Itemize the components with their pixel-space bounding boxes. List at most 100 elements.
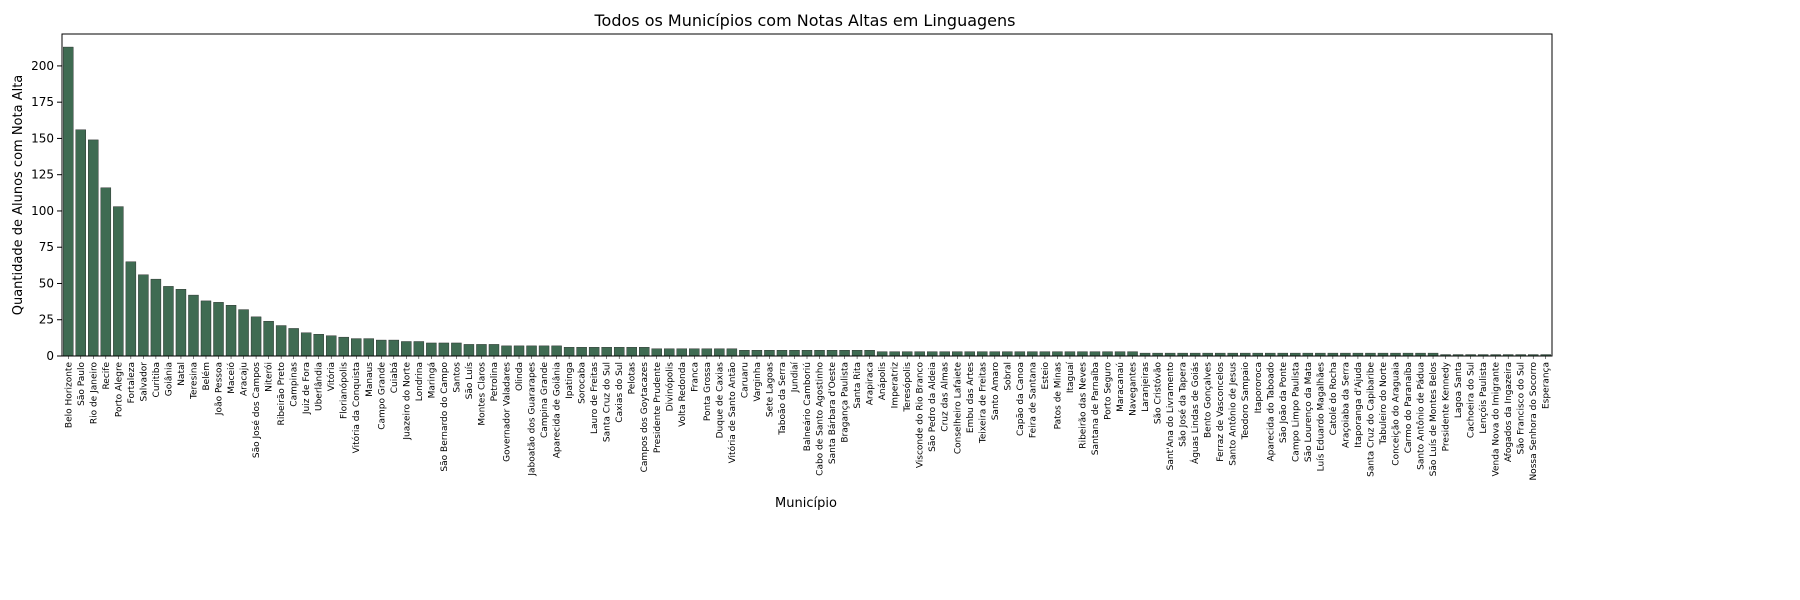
x-tick-label: Petrolina <box>490 362 500 401</box>
x-tick-label: Balneário Camboriú <box>803 362 813 451</box>
bar <box>125 261 137 357</box>
x-tick-label: Duque de Caxias <box>715 362 725 439</box>
bar <box>714 348 725 357</box>
bar <box>263 320 274 357</box>
bar <box>814 350 825 357</box>
x-tick-label: Cabo de Santo Agostinho <box>816 362 826 476</box>
x-tick-label: Taboão da Serra <box>778 362 788 436</box>
bar <box>250 316 262 357</box>
x-tick-label: Lagoa Santa <box>1454 362 1464 418</box>
bar <box>726 348 738 357</box>
x-tick-label: Maceió <box>226 362 237 394</box>
x-tick-label: Juazeiro do Norte <box>402 362 412 441</box>
bar <box>901 351 913 357</box>
x-tick-label: Juiz de Fora <box>302 362 312 415</box>
x-tick-label: Navegantes <box>1129 362 1139 416</box>
y-tick-label: 200 <box>31 59 54 73</box>
bar <box>676 348 688 357</box>
bar <box>764 350 775 357</box>
x-tick-label: Jaboatão dos Guararapes <box>528 362 538 477</box>
bar <box>325 335 337 357</box>
y-tick-label: 175 <box>31 95 54 109</box>
x-tick-label: Olinda <box>515 362 525 391</box>
bar <box>401 341 412 357</box>
x-tick-label: Lençóis Paulista <box>1478 362 1489 434</box>
x-tick-label: Pelotas <box>628 362 638 395</box>
x-tick-label: Itaporanga d'Ajuda <box>1354 362 1364 448</box>
x-tick-label: Campinas <box>290 362 300 407</box>
x-tick-label: Capão da Canoa <box>1016 362 1026 436</box>
bar <box>476 344 487 357</box>
x-tick-label: Ponta Grossa <box>703 362 713 421</box>
x-tick-label: Cachoeira do Sul <box>1467 362 1477 438</box>
x-tick-label: Londrina <box>415 362 425 401</box>
x-tick-label: Itapororoca <box>1254 362 1264 413</box>
x-tick-label: Jundiaí <box>790 362 800 394</box>
x-tick-label: Nossa Senhora do Socorro <box>1529 362 1539 481</box>
bar <box>501 345 512 357</box>
x-tick-label: Niterói <box>264 362 275 392</box>
bar <box>989 351 1001 357</box>
x-tick-label: Venda Nova do Imigrante <box>1492 362 1502 477</box>
x-tick-label: Vitória <box>326 362 337 391</box>
bar <box>138 274 149 357</box>
bar <box>351 338 362 357</box>
x-tick-label: Ribeirão Preto <box>277 362 287 426</box>
x-tick-label: São Cristóvão <box>1153 362 1164 425</box>
y-tick-label: 125 <box>31 168 54 182</box>
x-tick-label: Campina Grande <box>540 362 550 438</box>
x-tick-label: Arapiraca <box>866 362 876 405</box>
bar <box>639 347 650 357</box>
x-tick-label: Maracanaú <box>1116 362 1126 412</box>
bar <box>100 187 112 357</box>
bar <box>538 345 550 357</box>
x-tick-label: Santa Cruz do Capibaribe <box>1366 362 1376 477</box>
x-tick-label: São José da Tapera <box>1178 362 1189 447</box>
bar <box>1039 351 1051 357</box>
bar <box>188 294 199 357</box>
x-tick-label: São Luís de Montes Belos <box>1429 362 1439 477</box>
bar <box>927 351 938 357</box>
bar <box>438 342 450 357</box>
bar <box>413 341 425 357</box>
x-tick-label: Laranjeiras <box>1141 362 1151 412</box>
x-tick-label: São Pedro da Aldeia <box>928 362 938 452</box>
x-tick-label: Divinópolis <box>664 362 675 412</box>
bar <box>1002 351 1013 357</box>
x-tick-label: São Bernardo do Campo <box>440 362 450 472</box>
bar <box>451 342 462 357</box>
x-tick-label: Montes Claros <box>477 362 487 426</box>
bar <box>914 351 925 357</box>
x-axis-label: Município <box>775 496 837 511</box>
bar <box>150 278 162 357</box>
bar <box>739 350 750 357</box>
x-tick-label: João Pessoa <box>215 362 225 416</box>
bar <box>1014 351 1026 357</box>
bar <box>789 350 800 357</box>
bar <box>1064 351 1076 357</box>
x-tick-label: Águas Lindas de Goiás <box>1189 362 1201 464</box>
x-tick-label: Bento Gonçalves <box>1204 362 1214 438</box>
x-tick-label: Tabuleiro do Norte <box>1379 362 1389 446</box>
bar <box>1102 351 1113 357</box>
x-tick-label: Teodoro Sampaio <box>1241 362 1251 441</box>
x-tick-label: Sorocaba <box>578 362 588 404</box>
x-tick-label: Ferraz de Vasconcelos <box>1216 362 1226 462</box>
x-tick-label: Imperatriz <box>891 362 901 409</box>
plot-frame <box>61 33 1553 357</box>
chart-title: Todos os Municípios com Notas Altas em L… <box>593 11 1015 30</box>
x-tick-label: Cuiabá <box>390 362 400 393</box>
x-tick-label: Santa Cruz do Sul <box>603 362 613 442</box>
bar <box>1089 351 1101 357</box>
x-tick-label: São Lourenço da Mata <box>1304 362 1314 462</box>
bar <box>463 344 475 357</box>
x-tick-label: Conceição do Araguaia <box>1391 362 1401 466</box>
x-tick-label: Presidente Kennedy <box>1442 361 1452 451</box>
x-tick-label: Conselheiro Lafaiete <box>953 362 963 455</box>
bar <box>1114 351 1126 357</box>
bar <box>426 342 437 357</box>
y-axis-label: Quantidade de Alunos com Nota Alta <box>11 75 26 316</box>
bar <box>776 350 788 357</box>
bar <box>63 46 74 357</box>
bar <box>1127 351 1138 357</box>
